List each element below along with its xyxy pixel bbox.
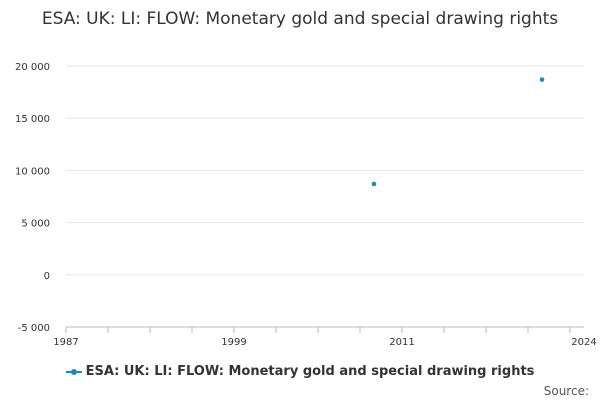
data-points (371, 77, 545, 187)
legend-marker (65, 368, 82, 375)
x-axis: 1987 1999 2011 2024 (53, 326, 597, 348)
x-tick-label: 2011 (389, 337, 414, 348)
x-tick-label: 1987 (53, 337, 78, 348)
data-point[interactable] (371, 181, 377, 187)
y-tick-label: 0 (44, 271, 50, 282)
x-tick-label: 2024 (571, 337, 596, 348)
y-axis-labels: 20 000 15 000 10 000 5 000 0 -5 000 (15, 62, 50, 334)
y-tick-label: 10 000 (15, 166, 50, 177)
legend-label: ESA: UK: LI: FLOW: Monetary gold and spe… (85, 364, 535, 379)
source-label: Source: (543, 384, 589, 398)
y-tick-label: 20 000 (15, 62, 50, 73)
y-tick-label: 5 000 (21, 219, 50, 230)
chart-title: ESA: UK: LI: FLOW: Monetary gold and spe… (41, 9, 559, 29)
y-tick-label: -5 000 (18, 323, 50, 334)
y-tick-label: 15 000 (15, 114, 50, 125)
x-tick-label: 1999 (221, 337, 246, 348)
legend[interactable]: ESA: UK: LI: FLOW: Monetary gold and spe… (0, 364, 600, 379)
data-point[interactable] (539, 77, 545, 82)
gridlines (66, 65, 584, 328)
